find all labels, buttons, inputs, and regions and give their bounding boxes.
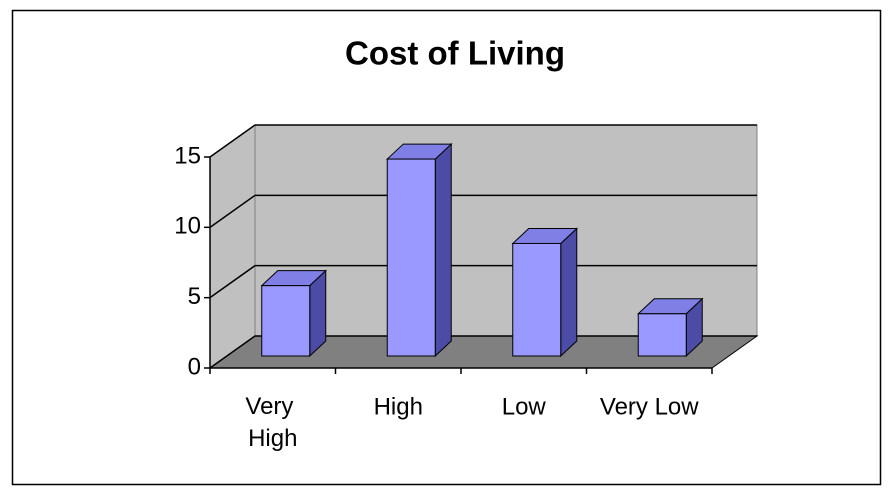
y-tick-label: 10 (174, 213, 201, 240)
grid-line (209, 335, 256, 369)
bar (512, 242, 562, 357)
grid-line (209, 265, 256, 299)
bar (637, 313, 687, 357)
x-tick-label: Very Low (600, 393, 699, 420)
grid-line (209, 124, 256, 158)
y-tick-label: 15 (174, 142, 201, 169)
x-tick-label: Low (502, 393, 547, 420)
bar (261, 285, 311, 357)
y-tick-label: 5 (188, 283, 201, 310)
y-tick-label: 0 (188, 353, 201, 380)
side-wall (209, 124, 256, 369)
bar-side (434, 142, 452, 358)
bar (386, 158, 436, 357)
chart-title: Cost of Living (345, 35, 565, 72)
x-tick-label: Very High (245, 393, 300, 452)
grid-line (209, 194, 256, 228)
bar-side (560, 227, 578, 358)
x-tick-label: High (374, 393, 423, 420)
